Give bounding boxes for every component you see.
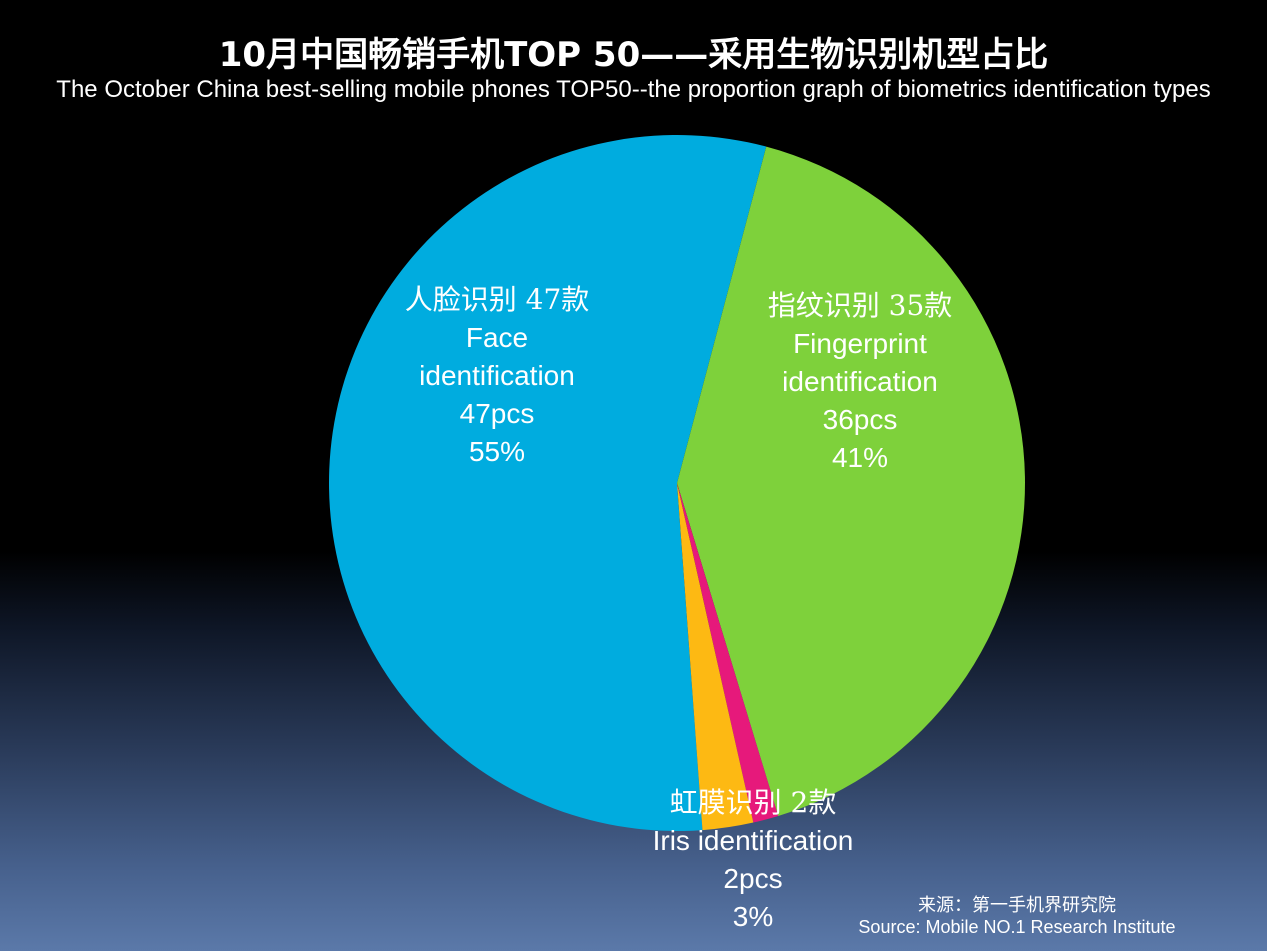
data-label-iris-count: 2pcs — [723, 863, 783, 894]
data-label-iris-name: Iris identification — [652, 825, 854, 856]
data-label-fingerprint-name: Fingerprint identification — [782, 328, 938, 397]
data-label-fingerprint-count: 36pcs — [822, 404, 898, 435]
pie-slice-fingerprint-identification — [677, 146, 1025, 816]
chart-title: 10月中国畅销手机TOP 50——采用生物识别机型占比 — [218, 35, 1049, 75]
data-label-fingerprint-cn: 指纹识别 35款 — [767, 289, 953, 322]
data-label-face-count: 47pcs — [459, 398, 535, 429]
data-label-iris: 虹膜识别 2款 Iris identification 2pcs 3% — [613, 784, 893, 936]
pie-slice-unlabeled — [677, 483, 779, 823]
source-note-en: Source: Mobile NO.1 Research Institute — [858, 917, 1176, 937]
chart-subtitle: The October China best-selling mobile ph… — [56, 76, 1211, 103]
data-label-iris-cn: 虹膜识别 2款 — [669, 786, 837, 819]
data-label-face-name: Face identification — [419, 322, 575, 391]
pie-slice-iris-identification — [677, 483, 754, 831]
data-label-fingerprint-percent: 41% — [831, 442, 889, 473]
pie-slice-face-identification — [329, 135, 767, 832]
data-label-face-percent: 55% — [468, 436, 526, 467]
source-note-cn: 来源：第一手机界研究院 — [918, 895, 1116, 915]
chart-header: 10月中国畅销手机TOP 50——采用生物识别机型占比 The October … — [0, 0, 1267, 110]
data-label-iris-percent: 3% — [732, 901, 774, 932]
data-label-face-cn: 人脸识别 47款 — [404, 283, 590, 316]
data-label-face: 人脸识别 47款 Face identification 47pcs 55% — [367, 281, 627, 471]
source-note: 来源：第一手机界研究院 Source: Mobile NO.1 Research… — [817, 894, 1217, 938]
data-label-fingerprint: 指纹识别 35款 Fingerprint identification 36pc… — [730, 287, 990, 477]
